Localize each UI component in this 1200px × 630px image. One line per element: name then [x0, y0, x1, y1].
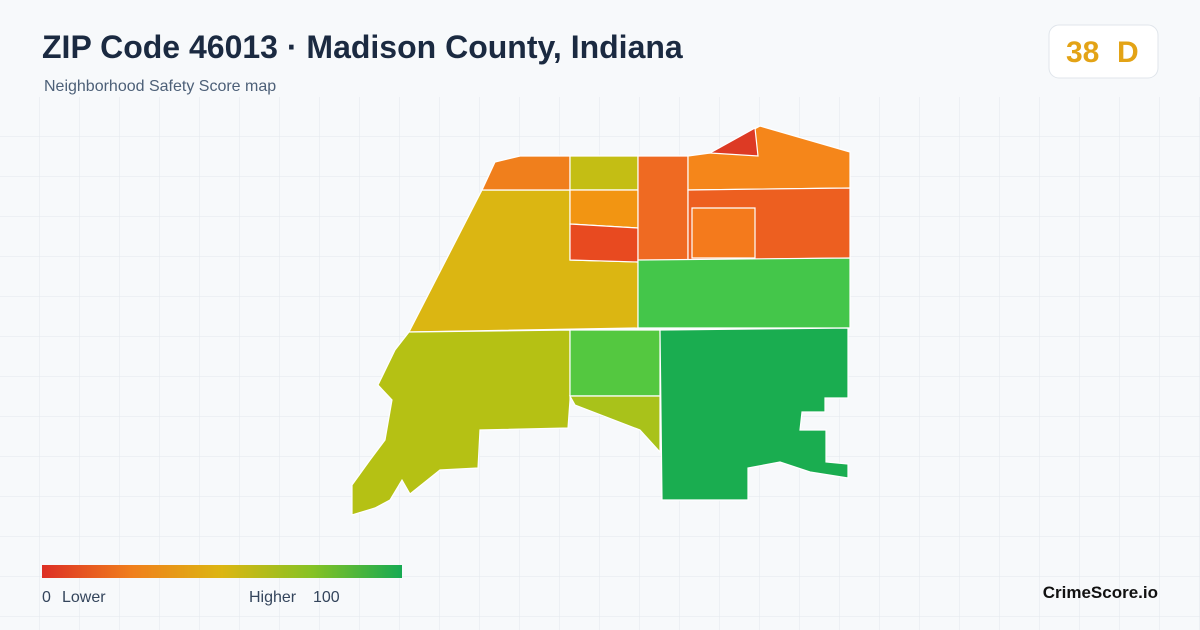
region: [637, 155, 689, 263]
region: [351, 329, 571, 516]
title: ZIP Code 46013 · Madison County, Indiana: [42, 29, 683, 65]
legend-max-label: Higher: [249, 589, 297, 606]
legend-max: 100: [313, 589, 340, 606]
score-value: 38: [1066, 36, 1099, 69]
score-grade: D: [1117, 36, 1139, 69]
region: [637, 257, 851, 329]
region: [481, 155, 571, 191]
region: [569, 189, 639, 229]
region: [691, 207, 756, 259]
region: [568, 395, 661, 454]
subtitle: Neighborhood Safety Score map: [44, 78, 276, 95]
region: [569, 155, 639, 191]
legend-min: 0: [42, 589, 51, 606]
legend-min-label: Lower: [62, 589, 106, 606]
region: [569, 223, 639, 263]
region: [659, 327, 849, 501]
region: [707, 127, 759, 157]
map-regions: [351, 125, 851, 516]
brand: CrimeScore.io: [1043, 583, 1158, 602]
legend-scale: [42, 565, 402, 578]
score-badge: [1048, 24, 1159, 79]
region: [569, 329, 661, 397]
